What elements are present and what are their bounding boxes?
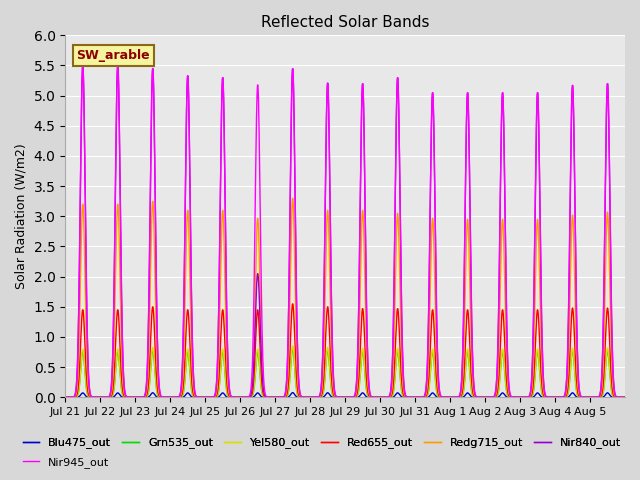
Blu475_out [61,395,69,400]
Red655_out [467,354,474,360]
Red655_out [536,338,543,344]
Yel580_out [615,395,623,400]
Nir840_out [502,282,510,288]
Nir840_out [621,395,629,400]
Redg715_out [467,306,474,312]
Grn535_out [176,395,184,400]
Blu475_out [536,392,543,398]
Legend: Nir945_out: Nir945_out [19,452,114,472]
Grn535_out [61,395,69,400]
Line: Blu475_out: Blu475_out [65,393,625,397]
Yel580_out [417,395,425,400]
Grn535_out [289,346,296,351]
Yel580_out [176,395,184,400]
Blu475_out [467,393,474,398]
Blu475_out [502,394,510,399]
Blu475_out [615,395,623,400]
Title: Reflected Solar Bands: Reflected Solar Bands [261,15,429,30]
Red655_out [502,369,510,375]
Red655_out [176,394,184,400]
Line: Red655_out: Red655_out [65,304,625,397]
Nir840_out [615,395,623,400]
Yel580_out [61,395,69,400]
Grn535_out [502,384,510,390]
Redg715_out [621,395,629,400]
Nir945_out [79,62,86,68]
Line: Nir840_out: Nir840_out [65,65,625,397]
Nir945_out [467,228,474,234]
Nir840_out [467,232,474,238]
Red655_out [289,301,296,307]
Y-axis label: Solar Radiation (W/m2): Solar Radiation (W/m2) [15,144,28,289]
Line: Yel580_out: Yel580_out [65,346,625,397]
Blu475_out [176,395,184,400]
Red655_out [621,395,629,400]
Red655_out [417,395,425,400]
Text: SW_arable: SW_arable [76,49,150,62]
Redg715_out [61,395,69,400]
Blu475_out [417,395,425,400]
Nir840_out [79,62,86,68]
Legend: Blu475_out, Grn535_out, Yel580_out, Red655_out, Redg715_out, Nir840_out: Blu475_out, Grn535_out, Yel580_out, Red6… [19,433,625,453]
Grn535_out [467,377,474,383]
Yel580_out [502,383,510,388]
Yel580_out [289,343,296,349]
Redg715_out [502,336,510,341]
Line: Nir945_out: Nir945_out [65,65,625,397]
Line: Redg715_out: Redg715_out [65,198,625,397]
Nir945_out [536,179,543,184]
Blu475_out [621,395,629,400]
Nir945_out [615,395,623,400]
Line: Grn535_out: Grn535_out [65,348,625,397]
Redg715_out [176,394,184,399]
Redg715_out [536,275,543,280]
Nir945_out [417,395,425,400]
Nir840_out [536,181,543,187]
Yel580_out [621,395,629,400]
Nir840_out [176,392,184,398]
Red655_out [615,395,623,400]
Red655_out [61,395,69,400]
Nir945_out [61,395,69,400]
Nir945_out [502,278,510,284]
Yel580_out [536,365,543,371]
Redg715_out [289,195,296,201]
Blu475_out [289,390,296,396]
Nir840_out [61,395,69,400]
Redg715_out [417,395,425,400]
Yel580_out [467,374,474,380]
Nir945_out [176,392,184,397]
Grn535_out [536,368,543,373]
Grn535_out [621,395,629,400]
Nir945_out [621,395,629,400]
Grn535_out [417,395,425,400]
Grn535_out [615,395,623,400]
Nir840_out [417,395,425,400]
Redg715_out [615,395,623,400]
